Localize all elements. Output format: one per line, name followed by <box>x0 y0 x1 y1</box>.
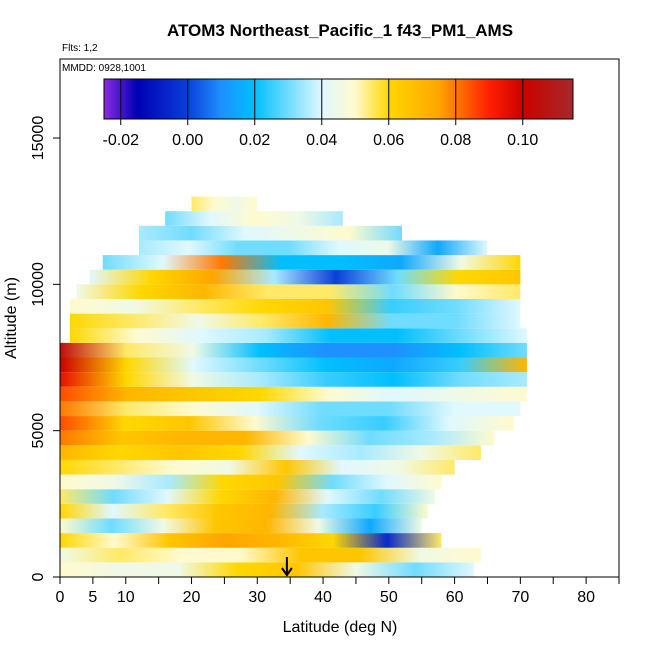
y-axis: 0 5000 10000 15000 <box>30 116 60 581</box>
marker-arrow-head <box>281 567 293 577</box>
colorbar-tick-label: 0.00 <box>172 132 203 149</box>
x-tick-label: 5 <box>88 589 97 606</box>
y-tick-label: 0 <box>30 572 47 581</box>
altitude-band <box>76 284 521 299</box>
altitude-band <box>60 445 481 460</box>
altitude-band <box>60 401 521 417</box>
latitude-marker <box>281 557 293 577</box>
altitude-band <box>191 196 258 212</box>
x-tick-label: 40 <box>314 589 332 606</box>
altitude-band <box>60 372 527 387</box>
x-axis-label: Latitude (deg N) <box>283 619 398 636</box>
altitude-band <box>60 430 495 446</box>
date-note: MMDD: 0928,1001 <box>62 63 146 74</box>
x-axis: 0 5 10 20 30 40 50 60 70 80 <box>56 577 620 606</box>
altitude-band <box>102 255 521 270</box>
heatmap-bands <box>60 196 527 577</box>
x-tick-label: 20 <box>183 589 201 606</box>
colorbar-gradient <box>103 78 574 120</box>
x-tick-label: 70 <box>511 589 529 606</box>
y-tick-label: 5000 <box>30 413 47 449</box>
altitude-band <box>69 298 521 314</box>
colorbar-tick-label: 0.02 <box>239 132 270 149</box>
altitude-band <box>60 489 435 504</box>
altitude-band <box>60 562 475 577</box>
altitude-band <box>60 518 422 534</box>
colorbar-tick-label: 0.10 <box>507 132 538 149</box>
colorbar-tick-label: 0.08 <box>440 132 471 149</box>
x-tick-label: 0 <box>56 589 65 606</box>
x-tick-label: 30 <box>248 589 266 606</box>
altitude-band <box>60 416 514 431</box>
x-tick-label: 10 <box>117 589 135 606</box>
altitude-band <box>60 503 429 519</box>
colorbar: -0.02 0.00 0.02 0.04 0.06 0.08 0.10 <box>103 78 574 149</box>
altitude-band <box>60 459 455 475</box>
altitude-band <box>60 474 442 490</box>
altitude-band <box>69 313 521 329</box>
chart-title: ATOM3 Northeast_Pacific_1 f43_PM1_AMS <box>167 21 513 40</box>
y-tick-label: 10000 <box>30 262 47 307</box>
x-tick-label: 60 <box>446 589 464 606</box>
x-tick-label: 50 <box>380 589 398 606</box>
x-tick-label: 80 <box>577 589 595 606</box>
colorbar-tick-label: 0.06 <box>373 132 404 149</box>
flights-note: Flts: 1,2 <box>62 43 98 54</box>
altitude-band <box>60 342 527 358</box>
plot-frame <box>59 58 620 578</box>
altitude-band <box>60 357 527 373</box>
altitude-band <box>165 211 343 226</box>
altitude-band <box>138 225 402 241</box>
y-tick-label: 15000 <box>30 116 47 161</box>
altitude-band <box>89 269 521 285</box>
colorbar-tick-label: -0.02 <box>103 132 140 149</box>
altitude-band <box>60 547 481 563</box>
altitude-band <box>69 328 527 343</box>
altitude-band <box>60 386 527 402</box>
y-axis-label: Altitude (m) <box>3 277 20 359</box>
altitude-band <box>138 240 488 256</box>
colorbar-tick-label: 0.04 <box>306 132 337 149</box>
altitude-band <box>60 533 442 548</box>
